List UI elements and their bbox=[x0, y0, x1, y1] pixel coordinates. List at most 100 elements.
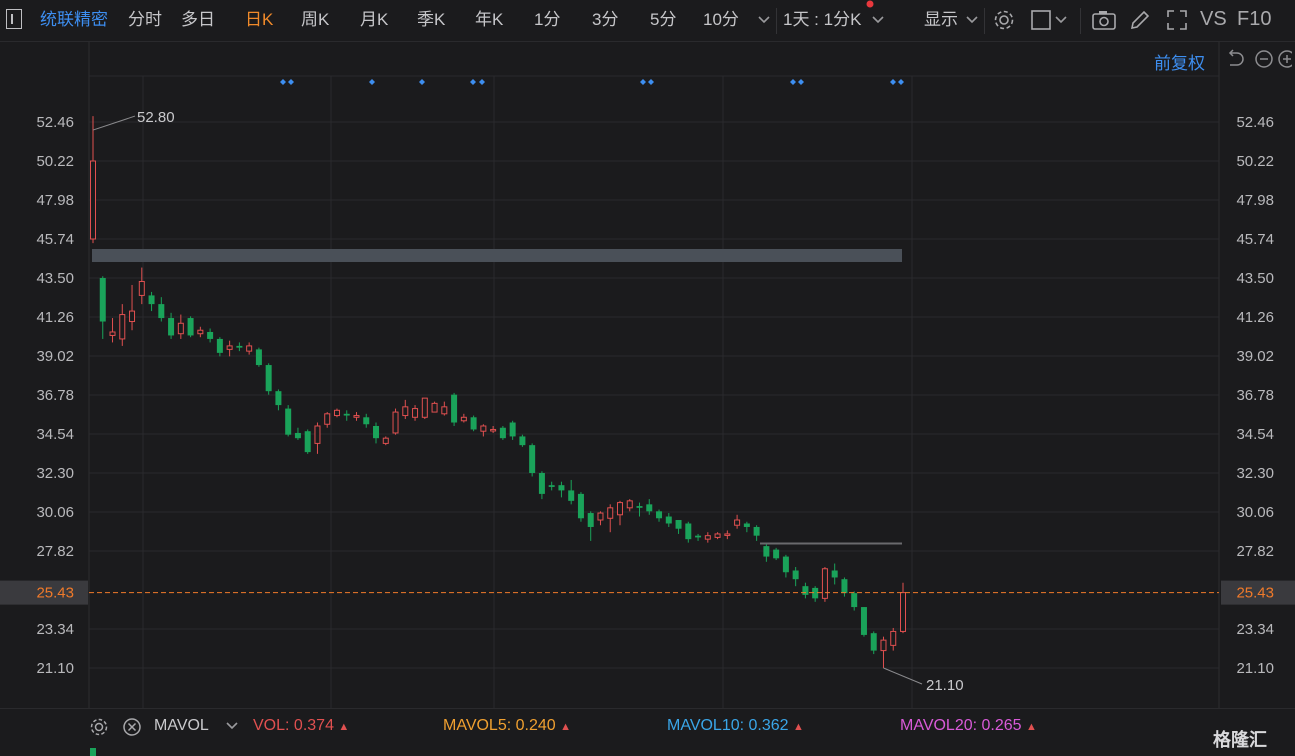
kline-chart[interactable]: 52.46 50.22 47.98 45.74 43.50 41.26 39.02 36.78… bbox=[0, 42, 1295, 710]
price-adjust-mode[interactable]: 前复权 bbox=[1154, 54, 1205, 73]
y-tick-label-left: 50.22 bbox=[36, 153, 74, 170]
y-tick-label-left: 47.98 bbox=[36, 192, 74, 209]
y-tick-label-right: 50.22 bbox=[1236, 153, 1274, 170]
candle bbox=[129, 284, 136, 331]
fullscreen-icon[interactable] bbox=[1166, 9, 1188, 31]
y-tick-label-left: 52.46 bbox=[36, 114, 74, 131]
indicator-bar: MAVOL VOL: 0.374 ▲ MAVOL5: 0.240 ▲ MAVOL… bbox=[0, 708, 1295, 743]
tab-daily-k[interactable]: 日K bbox=[245, 10, 274, 29]
candle bbox=[197, 326, 204, 338]
candle-body bbox=[392, 411, 399, 434]
mavol10-up-triangle-icon: ▲ bbox=[793, 721, 804, 733]
tab-1min[interactable]: 1分 bbox=[534, 10, 561, 29]
more-periods-chevron-icon[interactable] bbox=[758, 14, 770, 26]
candle bbox=[294, 427, 301, 440]
candle-body bbox=[177, 322, 184, 335]
y-tick-label-right: 34.54 bbox=[1236, 426, 1274, 443]
event-diamond-icon bbox=[369, 79, 375, 85]
chart-grid bbox=[88, 42, 1220, 708]
candle bbox=[685, 521, 692, 543]
candle bbox=[382, 436, 389, 446]
current-price-marker: 25.43 25.43 bbox=[0, 580, 1295, 605]
candle-body bbox=[304, 431, 311, 453]
candle-body bbox=[812, 587, 819, 599]
candle-body bbox=[216, 338, 223, 353]
camera-icon[interactable] bbox=[1092, 10, 1116, 30]
candle-body bbox=[421, 397, 428, 418]
tab-monthly-k[interactable]: 月K bbox=[360, 10, 389, 29]
zoom-out-icon[interactable] bbox=[1255, 50, 1273, 68]
candle bbox=[392, 408, 399, 435]
kline-chart-area[interactable]: 52.46 50.22 47.98 45.74 43.50 41.26 39.02 36.78… bbox=[0, 42, 1295, 710]
f10-button[interactable]: F10 bbox=[1237, 8, 1272, 30]
candle bbox=[519, 434, 526, 447]
candle-body bbox=[831, 570, 838, 578]
candle-body bbox=[821, 568, 828, 599]
event-markers[interactable] bbox=[280, 79, 904, 85]
candle bbox=[275, 389, 282, 411]
candle-body bbox=[734, 519, 741, 526]
display-chevron-icon[interactable] bbox=[966, 14, 978, 26]
toolbar: 统联精密 分时 多日 日K 周K 月K 季K 年K 1分 3分 5分 10分 1… bbox=[0, 0, 1295, 42]
candle-body bbox=[509, 422, 516, 437]
stock-title[interactable]: 统联精密 bbox=[40, 10, 108, 29]
candle bbox=[460, 413, 467, 423]
tab-intraday[interactable]: 分时 bbox=[128, 10, 162, 29]
candle bbox=[880, 636, 887, 668]
layout-box-icon[interactable] bbox=[1031, 10, 1069, 30]
indicator-name[interactable]: MAVOL bbox=[154, 717, 209, 734]
candle-body bbox=[226, 345, 233, 350]
draw-pencil-icon[interactable] bbox=[1129, 9, 1151, 31]
candle-body bbox=[246, 345, 253, 352]
candle bbox=[548, 481, 555, 491]
tab-yearly-k[interactable]: 年K bbox=[475, 10, 504, 29]
indicator-settings-gear-icon[interactable] bbox=[89, 717, 109, 737]
tab-5min[interactable]: 5分 bbox=[650, 10, 677, 29]
tab-10min[interactable]: 10分 bbox=[703, 10, 739, 29]
candle-body bbox=[636, 506, 643, 508]
y-tick-label-left: 27.82 bbox=[36, 543, 74, 560]
candle bbox=[236, 342, 243, 352]
candle bbox=[821, 567, 828, 602]
candle-body bbox=[860, 607, 867, 635]
candle bbox=[851, 591, 858, 611]
panel-toggle-icon[interactable] bbox=[6, 9, 22, 29]
candle-body bbox=[763, 546, 770, 557]
candle-body bbox=[197, 329, 204, 335]
candle bbox=[216, 337, 223, 357]
period-select-chevron-icon[interactable] bbox=[872, 14, 884, 26]
candle bbox=[656, 509, 663, 522]
period-select[interactable]: 1天 : 1分K bbox=[783, 10, 862, 29]
y-tick-label-left: 45.74 bbox=[36, 231, 74, 248]
tab-quarterly-k[interactable]: 季K bbox=[417, 10, 446, 29]
tab-3min[interactable]: 3分 bbox=[592, 10, 619, 29]
candle-body bbox=[616, 502, 623, 516]
y-axis-left: 52.46 50.22 47.98 45.74 43.50 41.26 39.02 36.78… bbox=[36, 114, 74, 677]
price-gap-zone bbox=[92, 249, 902, 262]
candles bbox=[90, 116, 906, 668]
indicator-select-chevron-icon[interactable] bbox=[226, 720, 238, 732]
event-diamond-icon bbox=[640, 79, 646, 85]
tab-multi-day[interactable]: 多日 bbox=[181, 10, 215, 29]
settings-gear-icon[interactable] bbox=[993, 9, 1015, 31]
candle-body bbox=[626, 500, 633, 509]
candle-body bbox=[90, 160, 96, 240]
candle-body bbox=[168, 318, 175, 336]
candle-body bbox=[724, 533, 731, 536]
candle-body bbox=[841, 579, 848, 594]
tab-weekly-k[interactable]: 周K bbox=[301, 10, 330, 29]
indicator-close-icon[interactable] bbox=[122, 717, 142, 737]
zoom-in-icon[interactable] bbox=[1278, 50, 1292, 68]
candle bbox=[714, 532, 721, 540]
candle bbox=[158, 297, 165, 322]
candle-body bbox=[519, 436, 526, 446]
candle bbox=[373, 422, 380, 444]
display-menu[interactable]: 显示 bbox=[924, 10, 958, 29]
candle-body bbox=[343, 413, 350, 416]
vs-compare-button[interactable]: VS bbox=[1200, 8, 1227, 30]
candle bbox=[568, 479, 575, 505]
candle bbox=[626, 499, 633, 512]
undo-icon[interactable] bbox=[1228, 49, 1244, 66]
candle bbox=[314, 422, 321, 454]
candle bbox=[636, 502, 643, 517]
